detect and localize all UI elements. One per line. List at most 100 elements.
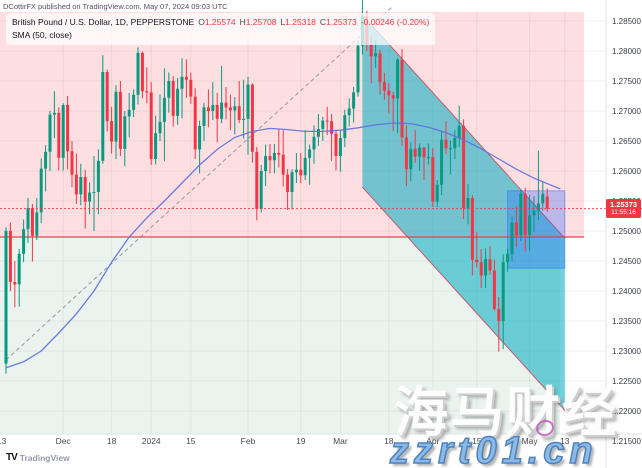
- candle-body: [242, 118, 246, 120]
- candle-body: [237, 106, 241, 120]
- candle-body: [422, 147, 426, 158]
- candle-body: [431, 157, 435, 202]
- low-label: L: [280, 17, 286, 27]
- candle-body: [475, 259, 479, 263]
- candle-body: [105, 72, 109, 122]
- candle-body: [479, 262, 483, 276]
- candle-body: [541, 193, 545, 204]
- candle-body: [30, 208, 34, 236]
- candle-body: [123, 116, 127, 149]
- candle-body: [255, 151, 259, 209]
- candle-body: [259, 171, 263, 209]
- time-axis-label: 13: [560, 436, 570, 446]
- candle-body: [127, 109, 131, 117]
- candle-body: [132, 94, 136, 110]
- candle-body: [334, 133, 338, 156]
- candle-body: [426, 157, 430, 159]
- chart-legend: British Pound / U.S. Dollar, 1D, PEPPERS…: [6, 13, 436, 45]
- candle-body: [136, 52, 140, 95]
- price-axis-label: 1.26000: [612, 167, 641, 176]
- candle-body: [514, 222, 518, 236]
- candle-body: [400, 59, 404, 138]
- candle-body: [202, 107, 206, 126]
- candle-body: [545, 196, 549, 209]
- indicator-legend-row[interactable]: SMA (50, close): [12, 30, 72, 40]
- candle-body: [52, 112, 56, 115]
- candle-body: [294, 169, 298, 173]
- time-axis-label: 19: [296, 436, 306, 446]
- candle-body: [154, 133, 158, 159]
- candle-body: [299, 169, 303, 176]
- candle-body: [448, 148, 452, 150]
- candle-body: [35, 212, 39, 236]
- candle-body: [325, 120, 329, 122]
- last-price-value: 1.25373: [609, 199, 638, 209]
- price-axis-label: 1.22000: [612, 407, 641, 416]
- candle-body: [140, 52, 144, 92]
- candle-body: [224, 102, 228, 108]
- candle-body: [497, 309, 501, 321]
- candle-body: [167, 81, 171, 98]
- candle-body: [440, 139, 444, 185]
- candle-body: [57, 112, 61, 158]
- candle-body: [316, 129, 320, 137]
- price-axis-label: 1.26500: [612, 137, 641, 146]
- candle-body: [272, 153, 276, 161]
- candle-body: [110, 121, 114, 142]
- candle-body: [413, 148, 417, 157]
- candle-body: [158, 121, 162, 134]
- time-axis-label: 2024: [142, 436, 161, 446]
- candle-body: [17, 253, 21, 285]
- channel-lower-line: [362, 186, 566, 411]
- candle-body: [264, 156, 268, 171]
- candle-body: [13, 282, 17, 285]
- candle-body: [391, 95, 395, 99]
- price-axis-label: 1.28000: [612, 47, 641, 56]
- candle-body: [396, 59, 400, 99]
- ascending-trendline: [5, 5, 394, 361]
- candle-body: [4, 231, 8, 364]
- price-axis-label: 1.27000: [612, 107, 641, 116]
- tradingview-logo[interactable]: TV TradingView: [6, 452, 70, 463]
- candle-body: [462, 126, 466, 209]
- candle-body: [176, 88, 180, 116]
- candle-body: [211, 105, 215, 111]
- tradingview-logo-icon: TV: [6, 452, 18, 463]
- price-axis-label: 1.22500: [612, 377, 641, 386]
- candle-body: [387, 90, 391, 96]
- candle-body: [180, 76, 184, 89]
- candle-body: [189, 79, 193, 97]
- candle-body: [22, 229, 26, 254]
- candle-body: [215, 105, 219, 119]
- price-axis-label: 1.27500: [612, 77, 641, 86]
- change-value: -0.00246 (-0.20%): [360, 17, 430, 27]
- candle-body: [290, 172, 294, 192]
- close-value: 1.25373: [326, 17, 357, 27]
- candle-body: [528, 215, 532, 235]
- time-axis-label: 18: [384, 436, 394, 446]
- candle-body: [246, 84, 250, 119]
- candle-body: [286, 174, 290, 192]
- candle-body: [79, 177, 83, 195]
- candle-body: [466, 198, 470, 209]
- candle-body: [488, 259, 492, 271]
- candle-body: [418, 147, 422, 157]
- candle-body: [281, 154, 285, 175]
- symbol-legend-row[interactable]: British Pound / U.S. Dollar, 1D, PEPPERS…: [12, 16, 429, 28]
- candle-body: [39, 168, 43, 213]
- open-label: O: [198, 17, 205, 27]
- candle-body: [519, 193, 523, 236]
- candle-body: [48, 114, 52, 152]
- candle-body: [382, 82, 386, 91]
- high-value: 1.25708: [245, 17, 277, 27]
- candle-body: [83, 177, 87, 202]
- bar-close-countdown: 11:55:16: [611, 208, 636, 216]
- close-label: C: [319, 17, 327, 27]
- candle-body: [404, 137, 408, 170]
- last-price-badge: 1.25373 11:55:16: [606, 198, 641, 218]
- candle-body: [198, 126, 202, 150]
- candle-body: [321, 120, 325, 129]
- price-axis-label: 1.24000: [612, 287, 641, 296]
